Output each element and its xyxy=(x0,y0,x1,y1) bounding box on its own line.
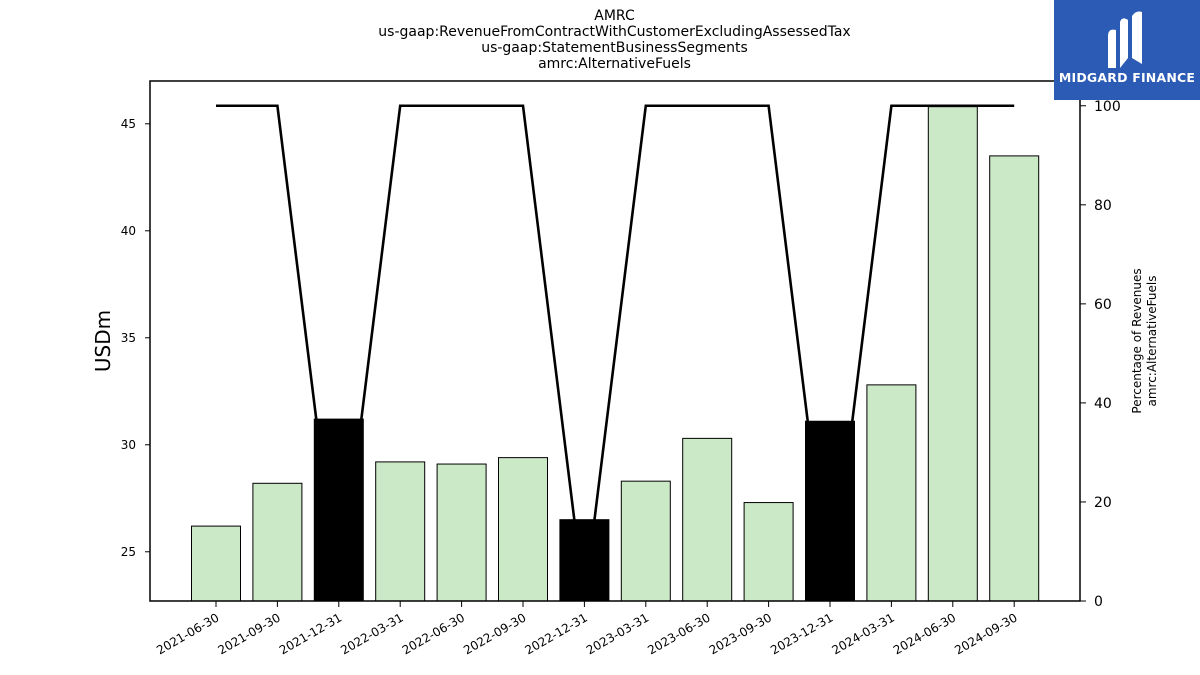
x-tick-label: 2023-06-30 xyxy=(645,610,712,657)
x-tick-label: 2022-03-31 xyxy=(338,610,405,657)
title-line-ticker: AMRC xyxy=(594,8,635,24)
bar xyxy=(620,480,671,602)
title-line-concept: us-gaap:RevenueFromContractWithCustomerE… xyxy=(378,24,851,40)
x-tick-label: 2024-09-30 xyxy=(952,610,1019,657)
y2-tick-label: 0 xyxy=(1094,594,1103,610)
bar xyxy=(313,418,364,602)
y-tick-label: 35 xyxy=(121,331,136,345)
x-tick-label: 2023-12-31 xyxy=(768,610,835,657)
bar xyxy=(989,155,1040,602)
bar xyxy=(927,106,978,602)
y2-axis-label-line2: amrc:AlternativeFuels xyxy=(1145,275,1159,406)
bar xyxy=(252,482,303,602)
x-tick-label: 2021-09-30 xyxy=(215,610,282,657)
bar xyxy=(436,463,487,602)
plot-frame xyxy=(149,80,1081,602)
logo-text: MIDGARD FINANCE xyxy=(1058,70,1196,85)
y-tick-label: 30 xyxy=(121,438,136,452)
bar xyxy=(498,457,548,602)
x-tick-label: 2022-09-30 xyxy=(461,610,528,657)
x-tick-label: 2022-06-30 xyxy=(400,610,467,657)
x-tick-label: 2023-03-31 xyxy=(584,610,651,657)
bar xyxy=(866,384,917,602)
x-tick-label: 2021-12-31 xyxy=(277,610,344,657)
y2-tick-label: 60 xyxy=(1094,297,1112,313)
bar xyxy=(743,502,794,602)
midgard-logo-icon xyxy=(1108,11,1142,68)
x-tick-label: 2024-06-30 xyxy=(891,610,958,657)
y-tick-label: 25 xyxy=(121,545,136,559)
x-tick-label: 2023-09-30 xyxy=(707,610,774,657)
x-tick-label: 2021-06-30 xyxy=(154,610,221,657)
y-tick-label: 45 xyxy=(121,117,136,131)
title-line-axis: us-gaap:StatementBusinessSegments xyxy=(481,40,748,56)
bar xyxy=(682,437,733,602)
x-tick-label: 2022-12-31 xyxy=(522,610,589,657)
percentage-line xyxy=(216,104,1015,602)
x-tick-label: 2024-03-31 xyxy=(829,610,896,657)
bar xyxy=(375,461,426,602)
y-tick-label: 40 xyxy=(121,224,136,238)
bar xyxy=(191,525,241,602)
y2-tick-label: 40 xyxy=(1094,396,1112,412)
midgard-finance-logo: MIDGARD FINANCE xyxy=(1054,0,1200,100)
y2-tick-label: 20 xyxy=(1094,495,1112,511)
y2-tick-label: 80 xyxy=(1094,198,1112,214)
y2-axis-label-line1: Percentage of Revenues xyxy=(1130,268,1144,413)
bar xyxy=(805,420,855,602)
y2-tick-label: 100 xyxy=(1094,99,1121,115)
title-line-member: amrc:AlternativeFuels xyxy=(538,56,691,72)
bar xyxy=(559,519,610,602)
y-axis-label: USDm xyxy=(91,310,115,372)
